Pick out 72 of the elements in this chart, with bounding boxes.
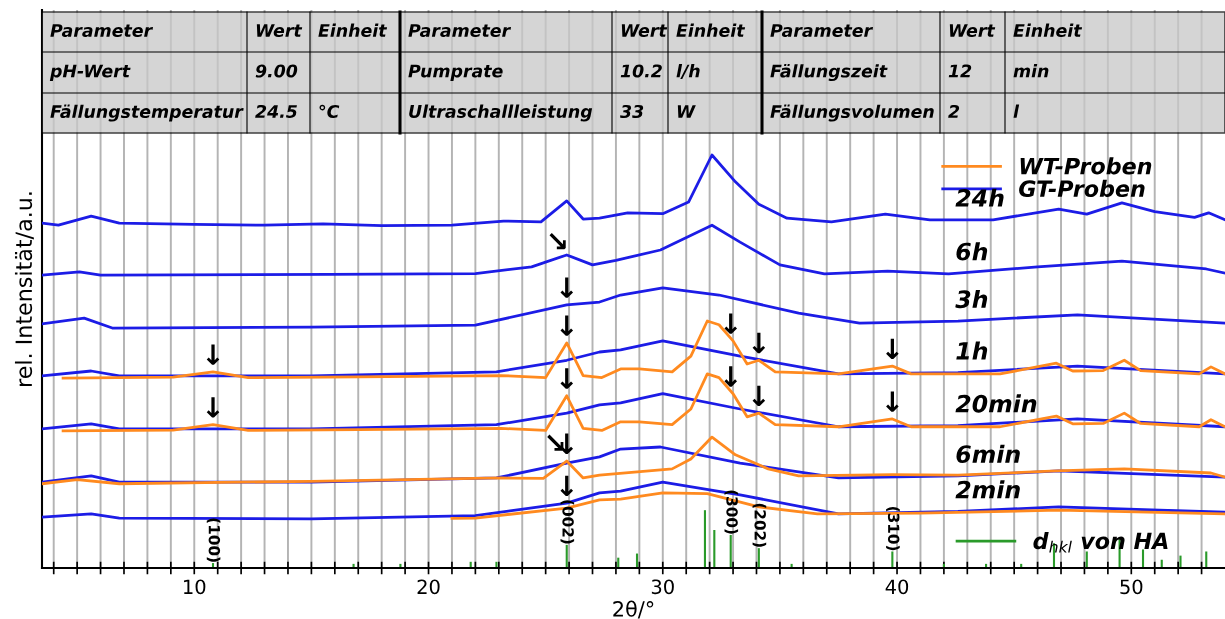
bar [1205, 551, 1208, 568]
text: Wert [621, 24, 668, 38]
text: Parameter [408, 24, 512, 38]
annotation: ↓ [560, 315, 574, 336]
x-axis-title: 2θ/° [613, 600, 654, 619]
legend-label: GT-Proben [1019, 179, 1145, 198]
annotation: ↓ [560, 277, 574, 298]
text: Einheit [676, 23, 746, 38]
text: Einheit [318, 23, 388, 38]
annotation: ↘ [547, 434, 564, 451]
y-axis-title: rel. Intensität/a.u. [14, 192, 34, 386]
annotation: 6h [956, 242, 988, 261]
annotation: 24h [955, 188, 1004, 207]
annotation: 3h [955, 289, 988, 309]
x-tick-label: 30 [651, 579, 674, 595]
annotation: ↓ [752, 385, 766, 407]
text: Pumprate [408, 64, 503, 81]
bar [713, 530, 716, 568]
annotation: 6min [956, 444, 1020, 464]
bar [703, 510, 706, 568]
text: Wert [949, 24, 996, 38]
text: °C [319, 104, 340, 119]
bar [729, 534, 732, 568]
annotation: (100) [206, 518, 221, 562]
text: Ultraschallleistung [409, 104, 593, 122]
text: Wert [256, 24, 303, 38]
annotation: (300) [724, 490, 739, 534]
bar [1141, 549, 1145, 568]
bar [1085, 551, 1088, 568]
annotation: (310) [886, 506, 900, 551]
annotation: 1h [956, 341, 988, 360]
text: pH-Wert [49, 64, 131, 81]
annotation: ↓ [752, 332, 766, 354]
annotation: ↓ [886, 338, 899, 359]
annotation: ↓ [560, 475, 574, 497]
annotation: 20min [955, 394, 1037, 413]
annotation: (002) [560, 500, 575, 544]
annotation: ↓ [886, 391, 899, 412]
bar [1179, 555, 1182, 568]
text: Fällungszeit [770, 63, 888, 82]
annotation: 2min [955, 480, 1020, 499]
x-tick-label: 10 [184, 579, 206, 595]
text: 9.00 [255, 64, 298, 78]
text: 12 [948, 64, 972, 78]
annotation: ↘ [549, 233, 566, 250]
bar [565, 544, 568, 568]
x-tick-label: 40 [885, 579, 909, 595]
text: Fällungstemperatur [50, 104, 244, 122]
annotation: (202) [752, 503, 767, 547]
text: l/h [676, 64, 700, 79]
text: 33 [620, 104, 644, 119]
text: 24.5 [255, 104, 297, 119]
legend-label: WT-Proben [1020, 157, 1152, 175]
annotation: ↓ [206, 344, 220, 365]
text: 2 [948, 104, 960, 118]
text: Fällungsvolumen [770, 104, 934, 122]
text: Einheit [1013, 23, 1083, 38]
bar [757, 548, 760, 568]
text: 10.2 [620, 64, 662, 78]
annotation: ↓ [724, 366, 738, 387]
text: W [677, 105, 696, 118]
bar [495, 561, 498, 568]
annotation: ↓ [206, 397, 220, 418]
text: min [1013, 64, 1049, 78]
text: Parameter [770, 24, 874, 38]
text: l [1013, 104, 1020, 118]
annotation: ↓ [560, 368, 574, 389]
x-tick-label: 50 [1120, 579, 1143, 595]
annotation: ↓ [724, 313, 738, 334]
bar [891, 551, 894, 568]
text: Parameter [50, 24, 154, 38]
x-tick-label: 20 [417, 579, 440, 595]
